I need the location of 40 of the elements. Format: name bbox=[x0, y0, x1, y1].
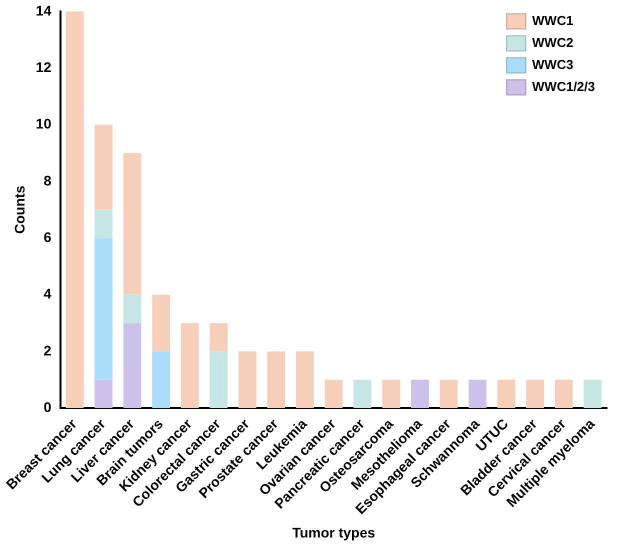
y-tick-label: 12 bbox=[36, 58, 52, 75]
bar bbox=[354, 380, 372, 408]
bar bbox=[94, 210, 112, 238]
bar bbox=[468, 380, 486, 408]
bar bbox=[152, 351, 170, 408]
legend-label: WWC2 bbox=[532, 34, 574, 50]
bar bbox=[123, 294, 142, 324]
x-axis-title: Tumor types bbox=[292, 524, 376, 540]
y-tick-label: 2 bbox=[44, 342, 52, 358]
bar bbox=[66, 11, 84, 408]
legend-label: WWC1 bbox=[532, 12, 574, 28]
bar bbox=[382, 380, 400, 408]
bar bbox=[324, 380, 343, 408]
bar bbox=[526, 380, 544, 408]
bar bbox=[554, 380, 573, 408]
y-tick-label: 0 bbox=[44, 398, 52, 415]
bar bbox=[497, 380, 516, 408]
legend-label: WWC3 bbox=[532, 56, 574, 72]
bar bbox=[94, 124, 112, 210]
legend-label: WWC1/2/3 bbox=[532, 78, 595, 94]
bar bbox=[267, 351, 286, 408]
bar bbox=[123, 323, 142, 408]
bar bbox=[180, 323, 199, 408]
bar bbox=[94, 238, 112, 380]
y-tick-label: 10 bbox=[36, 116, 52, 132]
y-tick-label: 6 bbox=[44, 228, 52, 245]
bar bbox=[94, 380, 112, 408]
y-tick-label: 14 bbox=[36, 2, 52, 18]
bar bbox=[584, 380, 602, 408]
y-axis-title: Counts bbox=[11, 185, 28, 234]
bar bbox=[296, 351, 314, 408]
bar bbox=[440, 380, 458, 408]
bar bbox=[210, 323, 228, 352]
y-tick-label: 4 bbox=[44, 286, 52, 302]
bar bbox=[152, 294, 170, 352]
bar bbox=[238, 351, 256, 408]
y-tick-label: 8 bbox=[44, 172, 52, 188]
bar bbox=[123, 153, 142, 295]
bar bbox=[411, 380, 429, 408]
bar bbox=[210, 351, 228, 408]
